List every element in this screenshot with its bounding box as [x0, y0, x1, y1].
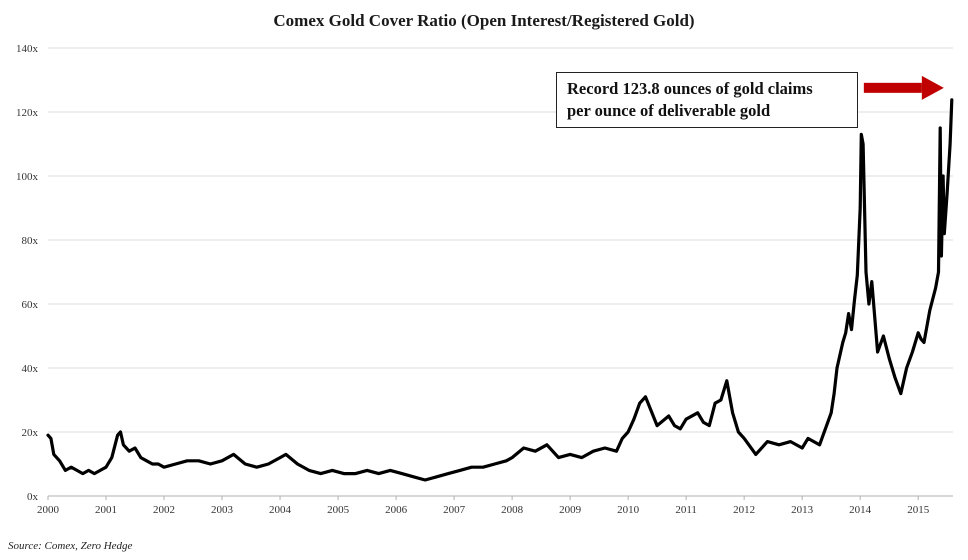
chart-title: Comex Gold Cover Ratio (Open Interest/Re… — [273, 11, 694, 30]
y-tick-label: 0x — [27, 491, 39, 503]
x-tick-label: 2006 — [385, 504, 408, 516]
annotation-box: Record 123.8 ounces of gold claims per o… — [556, 72, 858, 128]
y-tick-label: 120x — [16, 107, 39, 119]
x-tick-label: 2007 — [443, 504, 466, 516]
x-tick-label: 2005 — [327, 504, 350, 516]
x-tick-label: 2015 — [907, 504, 930, 516]
x-tick-label: 2014 — [849, 504, 872, 516]
y-tick-label: 40x — [22, 363, 39, 375]
x-axis: 2000 2001 2002 2003 2004 2005 2006 2007 2008 2009… — [37, 496, 930, 516]
y-tick-label: 60x — [22, 299, 39, 311]
x-tick-label: 2008 — [501, 504, 524, 516]
x-tick-label: 2000 — [37, 504, 60, 516]
y-tick-label: 80x — [22, 235, 39, 247]
x-tick-label: 2002 — [153, 504, 175, 516]
source-note: Source: Comex, Zero Hedge — [8, 540, 133, 552]
x-tick-label: 2009 — [559, 504, 582, 516]
annotation-arrow — [863, 75, 944, 100]
y-tick-label: 100x — [16, 171, 39, 183]
annotation-line-2: per ounce of deliverable gold — [567, 101, 771, 120]
x-tick-label: 2013 — [791, 504, 814, 516]
y-tick-label: 140x — [16, 43, 39, 55]
arrow-shaft — [863, 82, 922, 93]
x-tick-label: 2010 — [617, 504, 640, 516]
series-line — [46, 98, 954, 482]
x-tick-label: 2012 — [733, 504, 755, 516]
x-tick-label: 2011 — [675, 504, 697, 516]
y-tick-label: 20x — [22, 427, 39, 439]
x-tick-label: 2001 — [95, 504, 117, 516]
x-tick-label: 2003 — [211, 504, 234, 516]
annotation-line-1: Record 123.8 ounces of gold claims — [567, 79, 813, 98]
arrow-head — [921, 75, 944, 100]
x-tick-label: 2004 — [269, 504, 292, 516]
y-axis: 0x 20x 40x 60x 80x 100x 120x 140x — [16, 43, 39, 503]
